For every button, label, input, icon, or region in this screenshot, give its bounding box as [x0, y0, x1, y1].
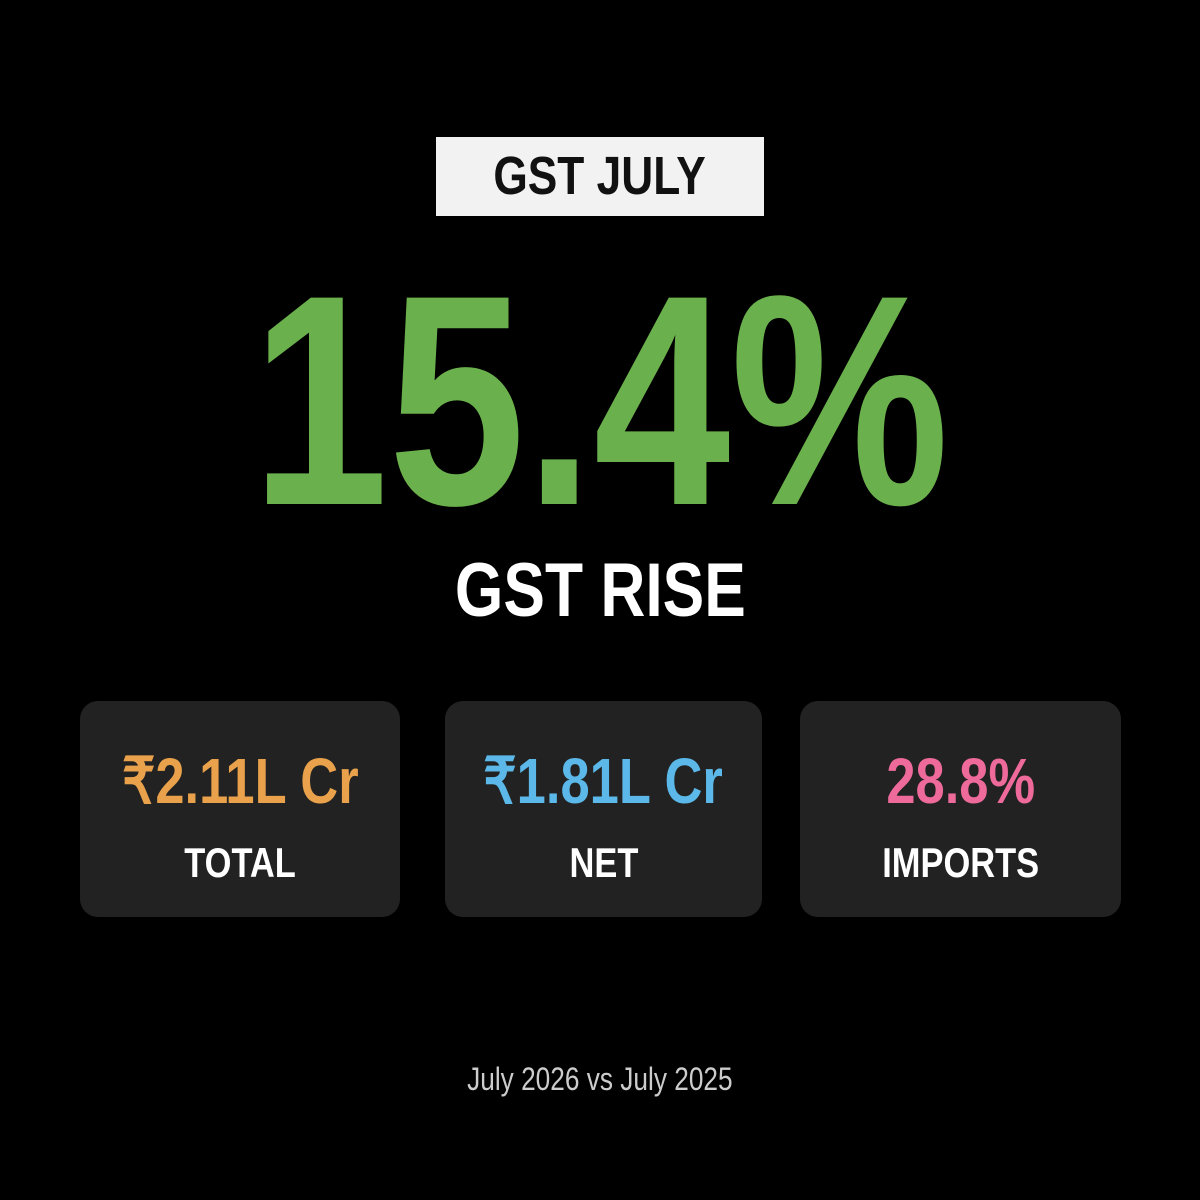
card-label-text: IMPORTS: [882, 839, 1039, 886]
stat-card: ₹2.11L Cr TOTAL: [80, 701, 400, 917]
subheadline: GST RISE: [0, 548, 1200, 634]
headline: 15.4%: [0, 250, 1200, 550]
badge: GST JULY: [436, 137, 764, 216]
card-label-text: NET: [569, 839, 638, 886]
footer: July 2026 vs July 2025: [0, 1060, 1200, 1098]
card-value: 28.8%: [800, 741, 1121, 821]
card-value: ₹1.81L Cr: [445, 741, 762, 821]
card-value-text: ₹2.11L Cr: [121, 745, 359, 817]
badge-text: GST JULY: [493, 146, 707, 206]
card-label: NET: [445, 837, 762, 889]
stat-card: ₹1.81L Cr NET: [445, 701, 762, 917]
headline-text: 15.4%: [251, 232, 949, 568]
card-value: ₹2.11L Cr: [80, 741, 400, 821]
subheadline-text: GST RISE: [454, 548, 746, 633]
stat-card: 28.8% IMPORTS: [800, 701, 1121, 917]
card-value-text: 28.8%: [886, 745, 1035, 817]
card-label: TOTAL: [80, 837, 400, 889]
card-label-text: TOTAL: [184, 839, 296, 886]
card-value-text: ₹1.81L Cr: [483, 745, 724, 817]
card-label: IMPORTS: [800, 837, 1121, 889]
footer-text: July 2026 vs July 2025: [467, 1061, 733, 1097]
